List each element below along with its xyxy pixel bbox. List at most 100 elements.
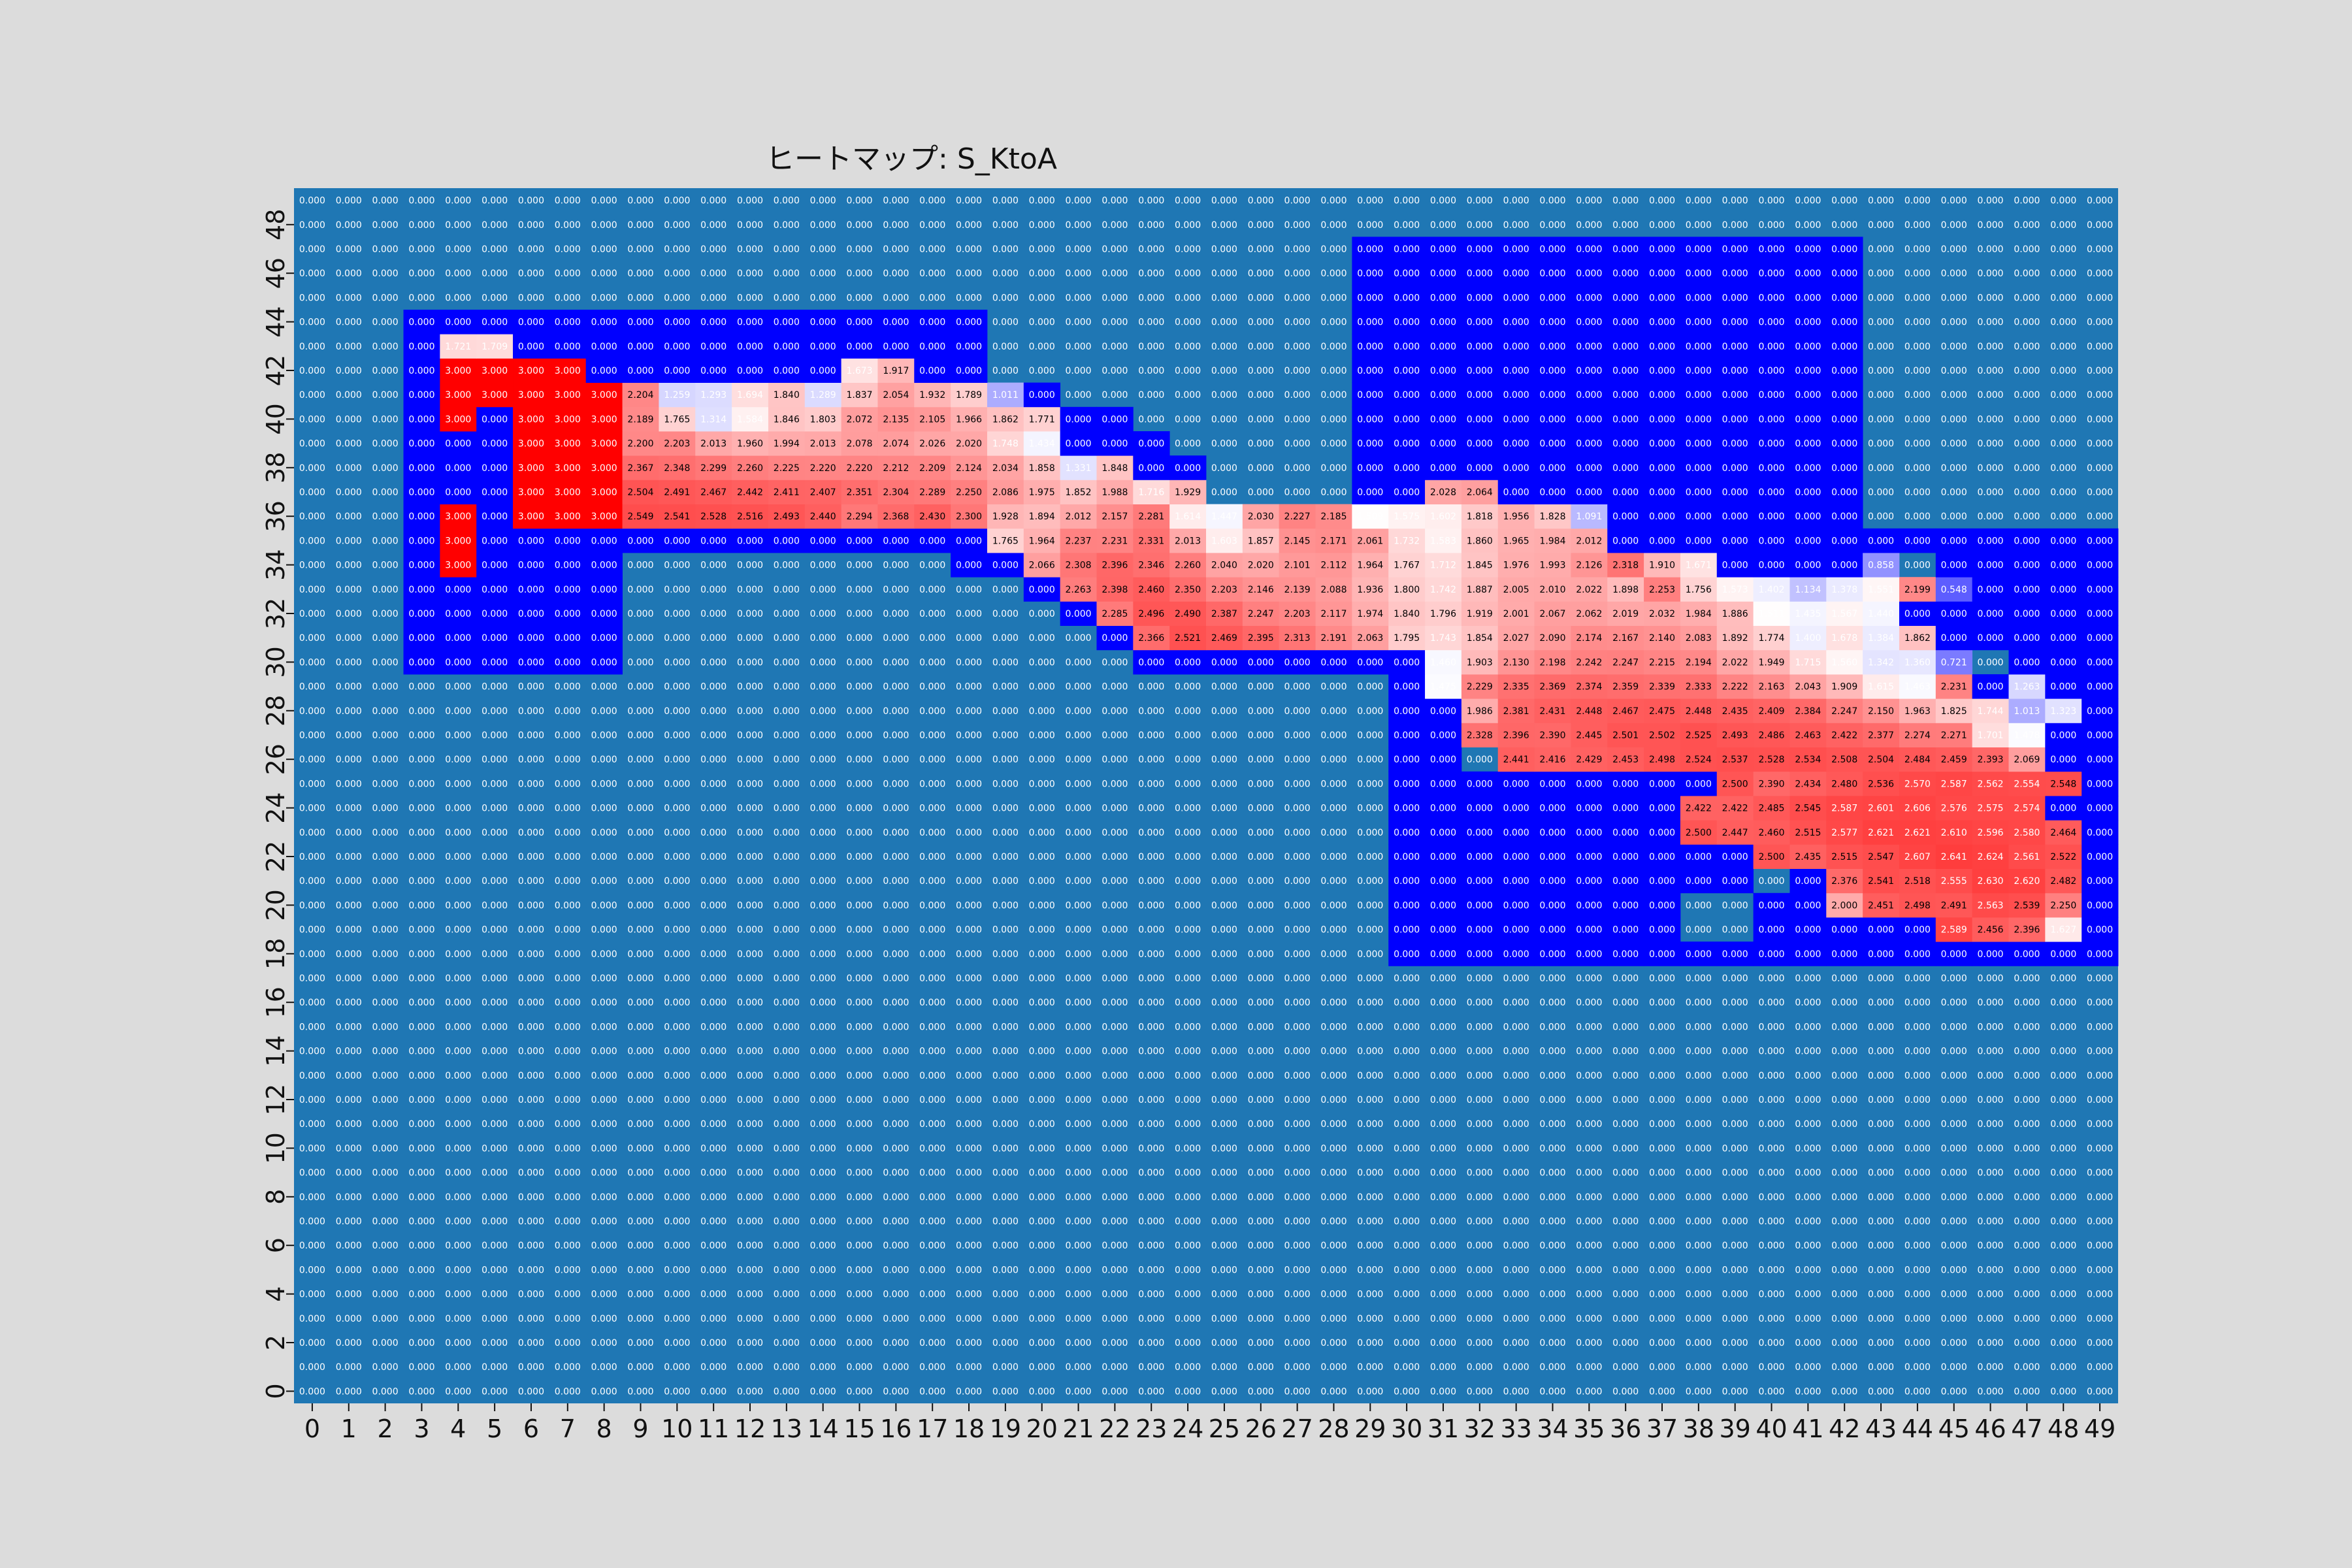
heatmap-cell <box>2082 553 2119 578</box>
cell-label: 0.000 <box>1649 1217 1675 1227</box>
cell-label: 0.000 <box>1102 196 1128 206</box>
cell-label: 0.000 <box>627 828 653 838</box>
heatmap-cell <box>2045 771 2082 796</box>
heatmap-cell <box>1206 625 1243 651</box>
cell-label: 0.000 <box>1941 318 1967 328</box>
cell-label: 0.000 <box>1904 342 1931 352</box>
cell-label: 0.000 <box>919 585 945 595</box>
heatmap-cell <box>1935 698 1973 723</box>
cell-label: 0.000 <box>1211 973 1237 984</box>
cell-label: 0.000 <box>664 1217 690 1227</box>
cell-label: 0.000 <box>1722 1338 1748 1348</box>
cell-label: 0.000 <box>555 1314 581 1324</box>
cell-label: 2.435 <box>1722 706 1748 717</box>
cell-label: 1.857 <box>1248 536 1274 546</box>
cell-label: 0.000 <box>1649 852 1675 862</box>
cell-label: 0.000 <box>1722 1022 1748 1032</box>
cell-label: 2.101 <box>1284 561 1311 571</box>
cell-label: 0.000 <box>1831 536 1857 546</box>
x-tick-label: 5 <box>487 1414 502 1443</box>
cell-label: 0.000 <box>1612 366 1639 376</box>
cell-label: 0.000 <box>1394 414 1420 425</box>
heatmap-cell <box>585 528 623 553</box>
x-tick-label: 39 <box>1720 1414 1751 1443</box>
cell-label: 0.000 <box>2087 1314 2113 1324</box>
cell-label: 0.000 <box>883 1143 909 1154</box>
cell-label: 0.000 <box>2050 342 2076 352</box>
cell-label: 0.000 <box>1248 196 1274 206</box>
heatmap-cell <box>1899 868 1936 894</box>
cell-label: 0.000 <box>1503 1071 1529 1081</box>
cell-label: 0.000 <box>846 925 872 936</box>
heatmap-cell <box>2045 723 2082 747</box>
cell-label: 0.000 <box>1430 196 1456 206</box>
cell-label: 2.574 <box>2014 804 2040 814</box>
cell-label: 0.000 <box>1649 196 1675 206</box>
cell-label: 0.000 <box>737 973 763 984</box>
cell-label: 0.000 <box>1831 1265 1857 1275</box>
cell-label: 0.000 <box>1503 1265 1529 1275</box>
cell-label: 0.000 <box>1102 1095 1128 1105</box>
heatmap-cell <box>1644 553 1681 578</box>
cell-label: 0.000 <box>1467 779 1493 789</box>
cell-label: 0.000 <box>883 852 909 862</box>
heatmap-cell <box>1571 868 1608 894</box>
cell-label: 0.000 <box>992 293 1019 303</box>
cell-label: 0.000 <box>1102 828 1128 838</box>
cell-label: 2.263 <box>1066 585 1092 595</box>
cell-label: 0.000 <box>1175 220 1201 231</box>
cell-label: 0.000 <box>1138 1362 1164 1373</box>
cell-label: 0.000 <box>2050 463 2076 474</box>
cell-label: 1.767 <box>1394 561 1420 571</box>
cell-label: 0.000 <box>482 1314 508 1324</box>
cell-label: 0.000 <box>299 925 325 936</box>
cell-label: 0.000 <box>1248 828 1274 838</box>
y-tick-label: 14 <box>261 1035 290 1066</box>
cell-label: 0.000 <box>1612 1265 1639 1275</box>
cell-label: 0.000 <box>1868 196 1894 206</box>
cell-label: 0.000 <box>1320 730 1347 741</box>
cell-label: 0.000 <box>737 1290 763 1300</box>
heatmap-cell <box>1972 528 2009 553</box>
cell-label: 0.000 <box>408 318 434 328</box>
cell-label: 0.000 <box>336 1217 362 1227</box>
heatmap-cell <box>403 553 440 578</box>
heatmap-cell <box>1461 844 1499 869</box>
cell-label: 0.000 <box>1831 1168 1857 1179</box>
cell-label: 0.000 <box>846 1290 872 1300</box>
cell-label: 0.000 <box>518 1119 544 1130</box>
y-tick-label: 16 <box>261 987 290 1018</box>
cell-label: 0.000 <box>956 633 982 644</box>
cell-label: 0.000 <box>1102 1143 1128 1154</box>
cell-label: 0.000 <box>919 1119 945 1130</box>
heatmap-cell <box>1388 674 1426 699</box>
cell-label: 0.000 <box>482 561 508 571</box>
cell-label: 0.000 <box>1686 1143 1712 1154</box>
cell-label: 0.000 <box>1539 1217 1565 1227</box>
cell-label: 0.000 <box>1029 925 1055 936</box>
cell-label: 0.000 <box>372 949 399 960</box>
cell-label: 0.000 <box>1941 609 1967 619</box>
cell-label: 0.000 <box>1576 1217 1602 1227</box>
cell-label: 0.000 <box>1576 1047 1602 1057</box>
cell-label: 0.000 <box>737 1217 763 1227</box>
heatmap-cell <box>1935 820 1973 845</box>
cell-label: 0.000 <box>664 1047 690 1057</box>
cell-label: 0.000 <box>1430 730 1456 741</box>
cell-label: 0.000 <box>1686 1192 1712 1203</box>
cell-label: 0.000 <box>1576 220 1602 231</box>
cell-label: 0.000 <box>1649 1143 1675 1154</box>
cell-label: 0.000 <box>1102 706 1128 717</box>
heatmap-cell <box>2008 601 2046 626</box>
cell-label: 1.551 <box>1868 585 1894 595</box>
cell-label: 0.000 <box>1758 998 1784 1008</box>
cell-label: 0.000 <box>992 1119 1019 1130</box>
heatmap-cell <box>1863 796 1900 821</box>
cell-label: 0.000 <box>774 609 800 619</box>
cell-label: 2.469 <box>1211 633 1237 644</box>
cell-label: 0.000 <box>518 1192 544 1203</box>
cell-label: 0.000 <box>1503 1338 1529 1348</box>
cell-label: 0.000 <box>737 318 763 328</box>
cell-label: 0.000 <box>627 998 653 1008</box>
cell-label: 0.000 <box>1320 755 1347 765</box>
